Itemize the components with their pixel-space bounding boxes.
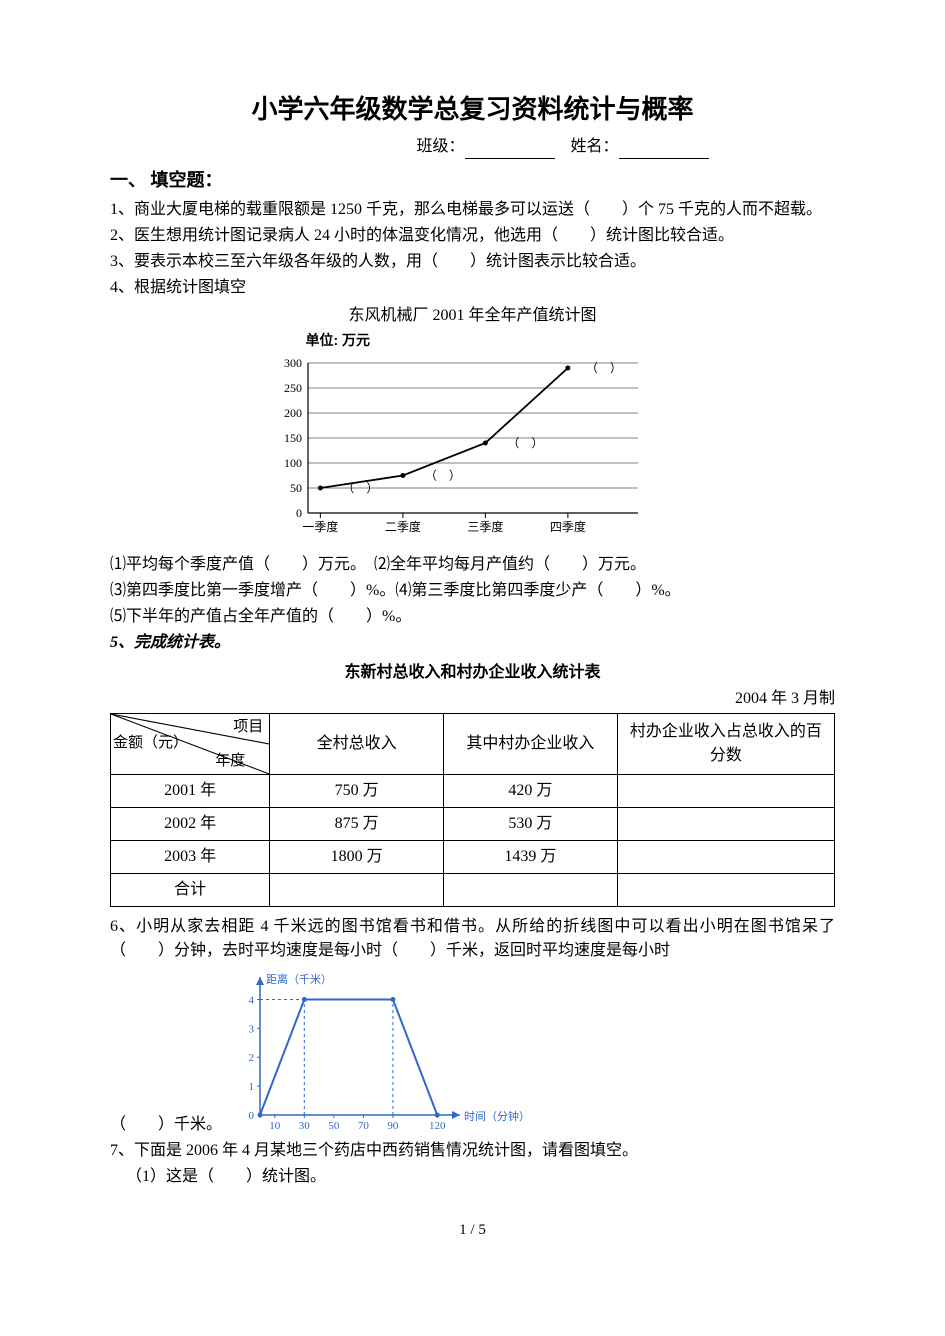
svg-text:三季度: 三季度 bbox=[467, 519, 503, 534]
table-cell: 420 万 bbox=[444, 775, 618, 808]
question-3: 3、要表示本校三至六年级各年级的人数，用（ ）统计图表示比较合适。 bbox=[110, 250, 835, 274]
svg-text:（ ）: （ ） bbox=[342, 481, 378, 495]
table-cell bbox=[270, 874, 444, 907]
svg-text:150: 150 bbox=[284, 431, 302, 445]
question-7b: （1）这是（ ）统计图。 bbox=[110, 1165, 835, 1189]
question-1: 1、商业大厦电梯的载重限额是 1250 千克，那么电梯最多可以运送（ ）个 75… bbox=[110, 198, 835, 222]
table-cell: 2001 年 bbox=[111, 775, 270, 808]
svg-text:1: 1 bbox=[249, 1081, 255, 1093]
chart1-caption: 东风机械厂 2001 年全年产值统计图 bbox=[110, 304, 835, 328]
table-row: 2002 年875 万530 万 bbox=[111, 808, 835, 841]
svg-text:（ ）: （ ） bbox=[585, 361, 621, 375]
diag-top: 项目 bbox=[233, 716, 263, 739]
svg-text:一季度: 一季度 bbox=[302, 519, 338, 534]
question-2: 2、医生想用统计图记录病人 24 小时的体温变化情况，他选用（ ）统计图比较合适… bbox=[110, 224, 835, 248]
svg-text:时间（分钟）: 时间（分钟） bbox=[464, 1109, 530, 1123]
svg-text:（ ）: （ ） bbox=[424, 469, 460, 483]
svg-text:二季度: 二季度 bbox=[384, 519, 420, 534]
q6-suffix: （ ）千米。 bbox=[110, 1113, 222, 1137]
stat-table: 项目 金额（元） 年度 全村总收入 其中村办企业收入 村办企业收入占总收入的百分… bbox=[110, 713, 835, 907]
page-footer: 1 / 5 bbox=[110, 1219, 835, 1242]
chart1-wrap: 单位: 万元 0 50 100 150 200 250 300 一季度 二季度 三季度 四季度 （ ）… bbox=[258, 330, 688, 551]
svg-text:四季度: 四季度 bbox=[549, 519, 585, 534]
svg-text:300: 300 bbox=[284, 356, 302, 370]
diag-left: 金额（元） bbox=[113, 732, 188, 755]
table-row: 2001 年750 万420 万 bbox=[111, 775, 835, 808]
chart2-line-chart: 1 2 3 4 0 10 30 50 70 90 120 时间（分钟） 距离（千米） bbox=[232, 967, 532, 1137]
svg-text:3: 3 bbox=[249, 1023, 255, 1035]
svg-text:4: 4 bbox=[249, 994, 255, 1006]
svg-text:200: 200 bbox=[284, 406, 302, 420]
svg-text:0: 0 bbox=[296, 506, 302, 520]
svg-text:100: 100 bbox=[284, 456, 302, 470]
table-header-row: 项目 金额（元） 年度 全村总收入 其中村办企业收入 村办企业收入占总收入的百分… bbox=[111, 714, 835, 775]
svg-text:70: 70 bbox=[358, 1120, 370, 1132]
table-date: 2004 年 3 月制 bbox=[110, 687, 835, 711]
table-cell: 530 万 bbox=[444, 808, 618, 841]
section-heading: 一、 填空题： bbox=[110, 167, 835, 194]
question-5-intro: 5、完成统计表。 bbox=[110, 631, 835, 655]
table-caption: 东新村总收入和村办企业收入统计表 bbox=[110, 661, 835, 685]
col-header: 其中村办企业收入 bbox=[444, 714, 618, 775]
page: 小学六年级数学总复习资料统计与概率 班级： 姓名： 一、 填空题： 1、商业大厦… bbox=[0, 0, 945, 1336]
svg-text:10: 10 bbox=[269, 1120, 281, 1132]
svg-text:120: 120 bbox=[429, 1120, 446, 1132]
table-cell bbox=[617, 874, 834, 907]
table-cell: 合计 bbox=[111, 874, 270, 907]
name-label: 姓名： bbox=[571, 138, 619, 155]
q4-sub1: ⑴平均每个季度产值（ ）万元。 ⑵全年平均每月产值约（ ）万元。 bbox=[110, 553, 835, 577]
chart1-line-chart: 0 50 100 150 200 250 300 一季度 二季度 三季度 四季度 （ ） （ ） （ ） （… bbox=[258, 353, 688, 543]
table-cell bbox=[617, 808, 834, 841]
question-4-intro: 4、根据统计图填空 bbox=[110, 276, 835, 300]
class-blank bbox=[465, 139, 555, 159]
svg-text:2: 2 bbox=[249, 1052, 255, 1064]
q6-row: （ ）千米。 1 2 3 4 0 10 30 50 70 90 120 时间（分钟） 距离（千米） bbox=[110, 967, 835, 1137]
question-7a: 7、下面是 2006 年 4 月某地三个药店中西药销售情况统计图，请看图填空。 bbox=[110, 1139, 835, 1163]
q5-text: 5、完成统计表。 bbox=[110, 634, 230, 651]
table-cell: 1800 万 bbox=[270, 841, 444, 874]
diag-bottom: 年度 bbox=[215, 750, 245, 773]
table-cell: 2002 年 bbox=[111, 808, 270, 841]
page-title: 小学六年级数学总复习资料统计与概率 bbox=[110, 90, 835, 129]
table-row: 合计 bbox=[111, 874, 835, 907]
table-row: 2003 年1800 万1439 万 bbox=[111, 841, 835, 874]
svg-text:30: 30 bbox=[299, 1120, 311, 1132]
svg-text:50: 50 bbox=[290, 481, 302, 495]
svg-text:0: 0 bbox=[249, 1110, 255, 1122]
diagonal-header-cell: 项目 金额（元） 年度 bbox=[111, 714, 270, 775]
svg-text:50: 50 bbox=[328, 1120, 340, 1132]
table-cell bbox=[617, 775, 834, 808]
q4-sub2: ⑶第四季度比第一季度增产（ ）%。⑷第三季度比第四季度少产（ ）%。 bbox=[110, 579, 835, 603]
table-cell: 2003 年 bbox=[111, 841, 270, 874]
question-6a: 6、小明从家去相距 4 千米远的图书馆看书和借书。从所给的折线图中可以看出小明在… bbox=[110, 915, 835, 963]
chart1-unit-label: 单位: 万元 bbox=[306, 330, 688, 351]
class-name-line: 班级： 姓名： bbox=[110, 135, 835, 159]
svg-text:90: 90 bbox=[387, 1120, 399, 1132]
col-header: 全村总收入 bbox=[270, 714, 444, 775]
table-cell bbox=[617, 841, 834, 874]
table-cell: 750 万 bbox=[270, 775, 444, 808]
col-header: 村办企业收入占总收入的百分数 bbox=[617, 714, 834, 775]
svg-text:（ ）: （ ） bbox=[507, 436, 543, 450]
class-label: 班级： bbox=[416, 138, 464, 155]
table-cell: 1439 万 bbox=[444, 841, 618, 874]
table-cell: 875 万 bbox=[270, 808, 444, 841]
q4-sub3: ⑸下半年的产值占全年产值的（ ）%。 bbox=[110, 605, 835, 629]
table-cell bbox=[444, 874, 618, 907]
name-blank bbox=[619, 139, 709, 159]
svg-text:距离（千米）: 距离（千米） bbox=[266, 972, 332, 986]
svg-text:250: 250 bbox=[284, 381, 302, 395]
